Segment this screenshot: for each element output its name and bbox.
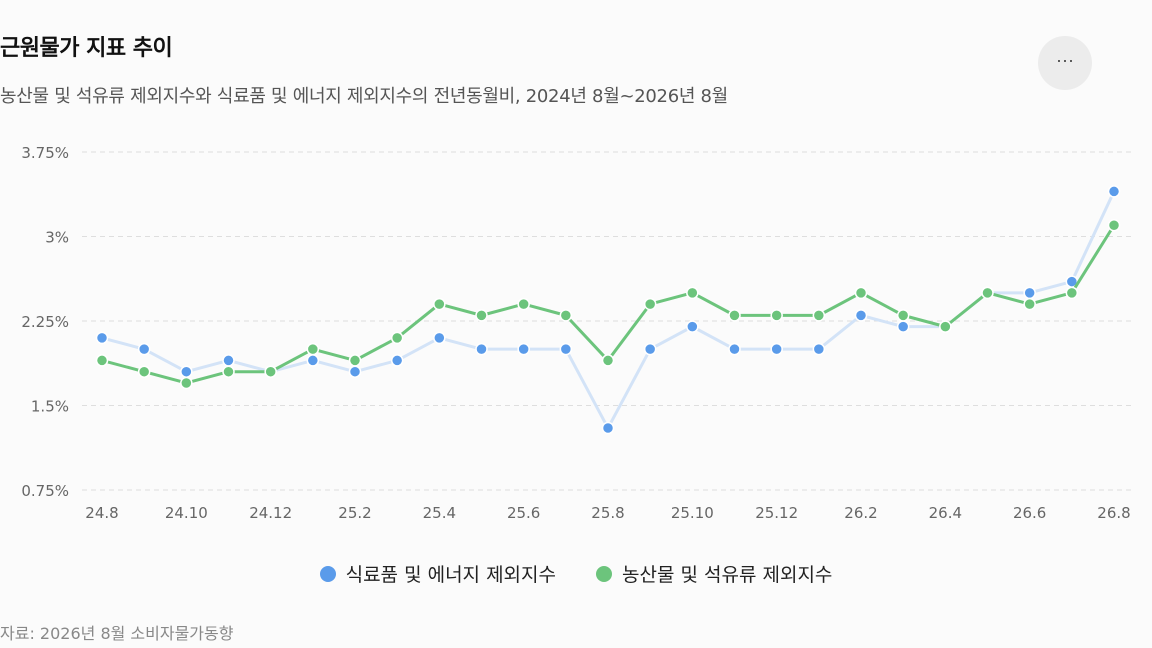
x-tick-label: 26.4 [929,504,962,522]
data-point[interactable] [517,342,530,356]
data-point[interactable] [348,354,362,367]
more-horizontal-icon: ··· [1056,50,1074,70]
x-tick-label: 26.8 [1097,504,1130,522]
x-tick-label: 25.8 [591,504,624,522]
legend-item-food-energy[interactable]: 식료품 및 에너지 제외지수 [319,560,556,587]
chart-title: 근원물가 지표 추이 [0,36,173,61]
data-point[interactable] [643,342,657,356]
data-point[interactable] [390,354,404,367]
x-tick-label: 25.12 [755,504,798,522]
data-point[interactable] [854,309,868,322]
y-tick-label: 0.75% [21,482,69,500]
data-point[interactable] [686,320,699,333]
y-axis: 0.75% 1.5% 2.25% 3% 3.75% [21,144,69,500]
legend-label-food-energy: 식료품 및 에너지 제외지수 [345,564,556,586]
data-point[interactable] [896,320,910,333]
y-tick-label: 2.25% [21,313,69,331]
data-point[interactable] [306,342,320,356]
x-tick-label: 25.2 [338,504,371,522]
data-point[interactable] [306,354,320,367]
x-tick-label: 24.12 [249,504,292,522]
legend-item-agri-oil[interactable]: 농산물 및 석유류 제외지수 [596,560,832,587]
data-point[interactable] [222,354,235,367]
data-point[interactable] [686,286,699,300]
chart-subtitle: 농산물 및 석유류 제외지수와 식료품 및 에너지 제외지수의 전년동월비, 2… [0,86,728,107]
source-note: 자료: 2026년 8월 소비자물가동향 [0,624,234,643]
x-tick-label: 25.4 [423,504,456,522]
data-point[interactable] [222,365,235,378]
data-point[interactable] [728,309,741,322]
data-point[interactable] [1107,185,1121,198]
data-point[interactable] [264,365,277,378]
data-point[interactable] [390,331,404,345]
data-point[interactable] [559,309,573,322]
data-point[interactable] [601,421,615,435]
grid-layer [82,151,1134,491]
legend: 식료품 및 에너지 제외지수 농산물 및 석유류 제외지수 [0,560,1152,587]
series-agri-oil [95,218,1121,390]
x-tick-label: 25.6 [507,504,540,522]
data-point[interactable] [475,342,488,356]
data-point[interactable] [1023,286,1036,300]
x-tick-label: 25.10 [671,504,714,522]
data-point[interactable] [95,331,109,345]
more-options-button[interactable]: ··· [1038,36,1092,90]
data-point[interactable] [95,354,109,367]
data-point[interactable] [643,297,657,311]
data-point[interactable] [1023,297,1036,311]
data-point[interactable] [433,331,446,345]
data-point[interactable] [770,342,783,356]
data-point[interactable] [475,309,488,322]
data-point[interactable] [812,342,826,356]
data-point[interactable] [854,286,868,300]
y-tick-label: 3.75% [21,144,69,162]
data-point[interactable] [559,342,573,356]
data-point[interactable] [939,320,952,333]
x-tick-label: 24.8 [85,504,118,522]
data-point[interactable] [433,297,446,311]
data-point[interactable] [1107,218,1121,232]
line-chart: 0.75% 1.5% 2.25% 3% 3.75% 24.8 24.10 24.12 25.2… [21,144,1134,522]
x-tick-label: 26.2 [844,504,877,522]
data-point[interactable] [180,365,193,378]
series-layer [95,185,1121,435]
legend-dot-food-energy [319,565,336,582]
data-point[interactable] [981,286,994,300]
data-point[interactable] [1065,286,1079,300]
data-point[interactable] [180,376,193,390]
data-point[interactable] [137,365,151,378]
data-point[interactable] [812,309,826,322]
data-point[interactable] [601,354,615,367]
legend-label-agri-oil: 농산물 및 석유류 제외지수 [622,564,833,586]
data-point[interactable] [517,297,530,311]
data-point[interactable] [348,365,362,378]
x-axis: 24.8 24.10 24.12 25.2 25.4 25.6 25.8 25.10 25.12… [85,504,1130,522]
series-line [100,189,1116,430]
x-tick-label: 24.10 [165,504,208,522]
data-point[interactable] [137,342,151,356]
y-tick-label: 1.5% [31,398,69,416]
data-point[interactable] [896,309,910,322]
legend-dot-agri-oil [596,565,612,582]
x-tick-label: 26.6 [1013,504,1046,522]
y-tick-label: 3% [45,229,69,247]
data-point[interactable] [728,342,741,356]
data-point[interactable] [770,309,783,322]
